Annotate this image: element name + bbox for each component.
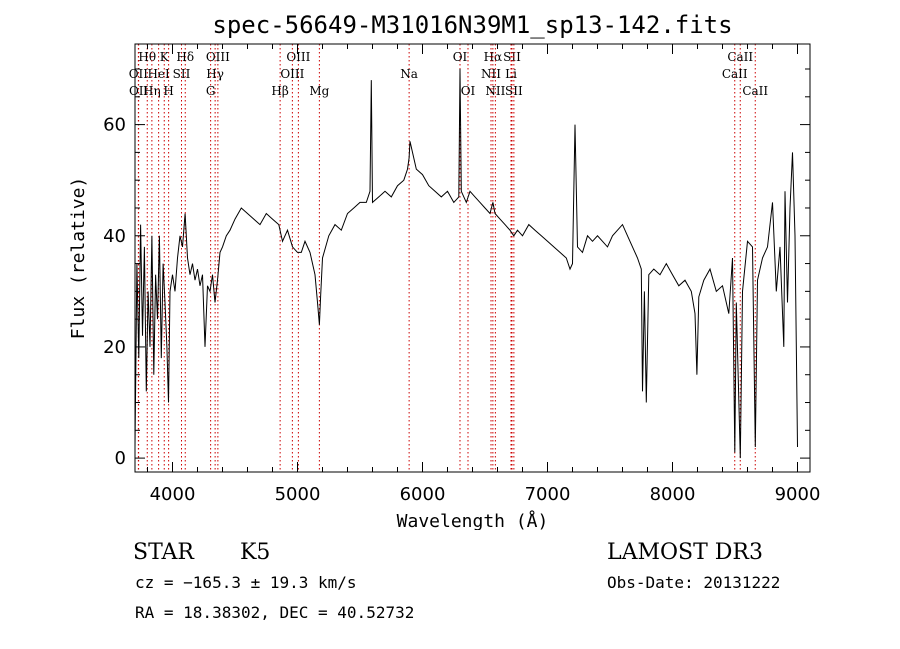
line-label-hei: HeI xyxy=(147,67,170,81)
line-label-oi: OI xyxy=(453,50,468,64)
obs-date: Obs-Date: 20131222 xyxy=(607,573,781,592)
line-label-oii: OII xyxy=(129,67,149,81)
line-label-oi: OI xyxy=(461,84,476,98)
chart-title: spec-56649-M31016N39M1_sp13-142.fits xyxy=(212,11,732,39)
y-tick-label: 0 xyxy=(115,448,126,469)
spectrum-line xyxy=(134,68,798,459)
line-label-hβ: Hβ xyxy=(271,84,288,98)
line-label-hθ: Hθ xyxy=(138,50,156,64)
line-label-caii: CaII xyxy=(727,50,753,64)
line-label-li: Li xyxy=(505,67,517,81)
survey-label: LAMOST DR3 xyxy=(607,540,763,565)
line-label-oiii: OIII xyxy=(280,67,304,81)
line-label-oii: OII xyxy=(129,84,149,98)
line-label-h: H xyxy=(163,84,173,98)
x-tick-label: 9000 xyxy=(775,484,821,505)
x-tick-label: 5000 xyxy=(275,484,321,505)
line-label-hδ: Hδ xyxy=(176,50,194,64)
spectrum-chart: spec-56649-M31016N39M1_sp13-142.fits Hθ OI… xyxy=(68,11,821,530)
line-label-sii: SII xyxy=(505,84,523,98)
line-label-g: G xyxy=(206,84,216,98)
y-tick-label: 20 xyxy=(103,337,126,358)
line-label-caii: CaII xyxy=(722,67,748,81)
line-label-nii: NII xyxy=(485,84,505,98)
line-label-oiii: OIII xyxy=(206,50,230,64)
line-label-hγ: Hγ xyxy=(206,67,224,81)
line-label-caii: CaII xyxy=(742,84,768,98)
line-label-na: Na xyxy=(400,67,418,81)
line-label-oiii: OIII xyxy=(286,50,310,64)
y-tick-label: 40 xyxy=(103,226,126,247)
object-class: STAR xyxy=(133,540,194,565)
line-label-hα: Hα xyxy=(484,50,503,64)
plot-frame xyxy=(134,43,811,473)
line-label-k: K xyxy=(160,50,170,64)
line-label-hη: Hη xyxy=(143,84,161,98)
x-tick-label: 6000 xyxy=(400,484,446,505)
x-tick-label: 4000 xyxy=(150,484,196,505)
y-axis-label: Flux (relative) xyxy=(68,177,89,340)
coordinates: RA = 18.38302, DEC = 40.52732 xyxy=(135,603,415,622)
x-tick-label: 8000 xyxy=(650,484,696,505)
y-tick-label: 60 xyxy=(103,115,126,136)
subclass: K5 xyxy=(240,540,271,565)
x-tick-label: 7000 xyxy=(525,484,571,505)
line-label-sii: SII xyxy=(173,67,191,81)
x-axis-label: Wavelength (Å) xyxy=(397,510,549,530)
line-label-mg: Mg xyxy=(309,84,329,98)
redshift-velocity: cz = −165.3 ± 19.3 km/s xyxy=(135,573,357,592)
line-label-sii: SII xyxy=(503,50,521,64)
line-label-nii: NII xyxy=(481,67,501,81)
